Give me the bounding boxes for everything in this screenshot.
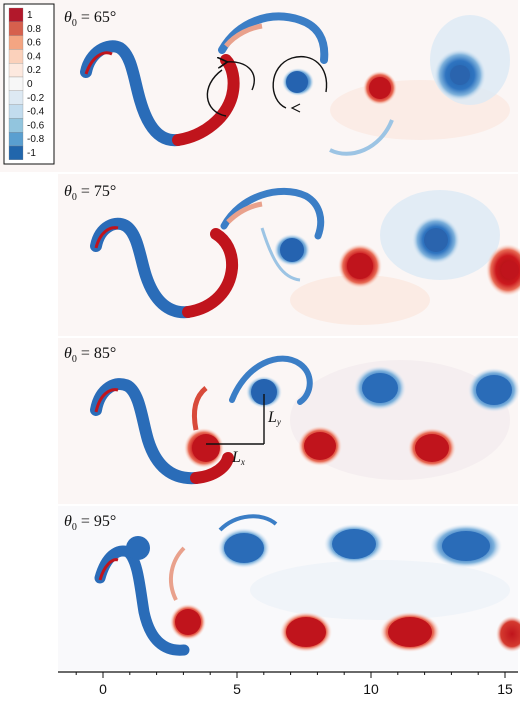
- legend-level-label: 0.2: [27, 65, 41, 76]
- panel-2-blue-filament: [260, 227, 301, 282]
- panel-3-red-vortex-2-core: [415, 434, 449, 462]
- panel-2-theta-label: θ0 = 75°: [64, 183, 116, 203]
- panel-3-red-vortex-1-core: [304, 432, 336, 460]
- legend-level-label: 1: [27, 10, 33, 21]
- legend-swatches: 1 0.8 0.6 0.4 0.2 0 -0.2 -0.4 -0.6 -0.8 -1: [8, 7, 45, 160]
- panel-2-red-vortex-2-core: [501, 261, 519, 279]
- legend-swatch: [8, 21, 24, 36]
- legend-level-label: -0.2: [27, 93, 45, 104]
- panel-1-blue-shear-layer: [80, 40, 184, 147]
- panel-4-blue-vortex-1-core: [224, 533, 264, 563]
- panel-4-theta-label: θ0 = 95°: [64, 513, 116, 533]
- panel-2-red-shear-layer: [182, 228, 239, 318]
- legend-level-label: 0.8: [27, 24, 41, 35]
- panel-4-blue-vortex-2-core: [332, 529, 376, 559]
- panel-4: θ0 = 95°: [58, 506, 520, 670]
- panel-1-red-vortex-1-core: [369, 77, 391, 99]
- panel-3-red-edge: [94, 388, 119, 413]
- panel-1-red-shear-layer: [172, 54, 240, 146]
- panel-3-blue-vortex-2-core: [362, 373, 398, 403]
- legend-swatch: [8, 76, 24, 91]
- legend-level-label: -0.4: [27, 107, 45, 118]
- legend-swatch: [8, 132, 24, 147]
- panel-2-red-edge: [94, 226, 119, 249]
- legend-swatch: [8, 145, 24, 160]
- legend-level-label: -1: [27, 148, 36, 159]
- panel-3-red-shear-layer: [190, 452, 234, 484]
- legend-swatch: [8, 63, 24, 78]
- panel-3-blue-vortex-3-core: [476, 375, 512, 405]
- panel-1-blue-filament: [329, 119, 394, 156]
- panel-2-red-vortex-1-core: [347, 253, 373, 279]
- panel-2-blue-shear-layer: [90, 217, 194, 319]
- colorbar-legend: 1 0.8 0.6 0.4 0.2 0 -0.2 -0.4 -0.6 -0.8 -1: [3, 3, 55, 165]
- ly-label: Ly: [267, 409, 281, 427]
- legend-level-label: 0.6: [27, 38, 41, 49]
- panel-4-red-vortex-3: [496, 616, 520, 652]
- panel-2-blue-vortex-2-core: [424, 228, 448, 252]
- panel-1-theta-label: θ0 = 65°: [64, 9, 116, 29]
- legend-swatch: [8, 104, 24, 119]
- panel-1-blue-vortex-2-core: [450, 65, 470, 85]
- legend-swatch: [8, 35, 24, 50]
- panel-2-blue-vortex-1-core: [280, 238, 304, 262]
- panel-2-upper-blue-arc: [220, 187, 325, 240]
- legend-swatch: [8, 49, 24, 64]
- legend-swatch: [8, 90, 24, 105]
- legend-swatch: [8, 118, 24, 133]
- panel-4-red-edge: [98, 558, 119, 581]
- panel-3-theta-label: θ0 = 85°: [64, 345, 116, 365]
- panel-3-red-vortex-attached-core: [192, 434, 220, 462]
- panel-4-blue-tip-vortex: [126, 536, 150, 560]
- panel-2-faint-wake-red: [290, 275, 430, 325]
- legend-swatch: [8, 7, 24, 22]
- x-tick-label: 0: [99, 681, 107, 697]
- panel-3-blue-shear-layer: [90, 378, 202, 485]
- panel-3: Lx Ly θ0 = 85°: [58, 338, 520, 504]
- panel-3-red-filament: [191, 386, 208, 431]
- panel-4-red-filament: [168, 546, 186, 601]
- panel-1-rotation-arrow-left: [206, 69, 227, 117]
- panel-4-red-vortex-attached-core: [175, 609, 201, 635]
- panel-1-blue-vortex-1-core: [286, 71, 308, 93]
- x-axis-ticks: 0 5 10 15: [75, 672, 513, 697]
- lx-label: Lx: [231, 449, 245, 467]
- panel-1-red-edge: [84, 51, 113, 75]
- panel-1-upper-blue-arc: [218, 12, 329, 64]
- panel-3-blue-vortex-1-core: [251, 379, 277, 405]
- panel-1-rotation-arrow-left-head: [226, 62, 255, 91]
- legend-level-label: 0: [27, 79, 33, 90]
- x-axis: 0 5 10 15: [58, 671, 518, 697]
- x-tick-label: 10: [363, 681, 379, 697]
- panel-4-faint-wake: [250, 560, 510, 620]
- panel-1-rotation-arrow-right: [272, 56, 328, 109]
- panel-1-rotation-arrow-right-head: [290, 103, 301, 113]
- panel-1: θ0 = 65°: [0, 0, 518, 172]
- x-tick-label: 15: [497, 681, 513, 697]
- panel-2: θ0 = 75°: [58, 174, 520, 336]
- legend-level-label: -0.8: [27, 134, 45, 145]
- legend-level-label: 0.4: [27, 51, 41, 62]
- legend-level-label: -0.6: [27, 120, 45, 131]
- panel-4-blue-vortex-3-core: [442, 531, 490, 561]
- panel-2-upper-red-arc: [226, 201, 263, 224]
- panel-4-upper-blue-arc: [218, 514, 278, 532]
- panel-4-blue-shear-layer: [94, 545, 190, 656]
- panel-4-red-vortex-1-core: [286, 617, 326, 647]
- panel-3-upper-blue-arc: [229, 355, 313, 405]
- panel-1-upper-red-arc: [224, 23, 263, 48]
- x-tick-label: 5: [233, 681, 241, 697]
- panel-4-red-vortex-2-core: [388, 617, 432, 647]
